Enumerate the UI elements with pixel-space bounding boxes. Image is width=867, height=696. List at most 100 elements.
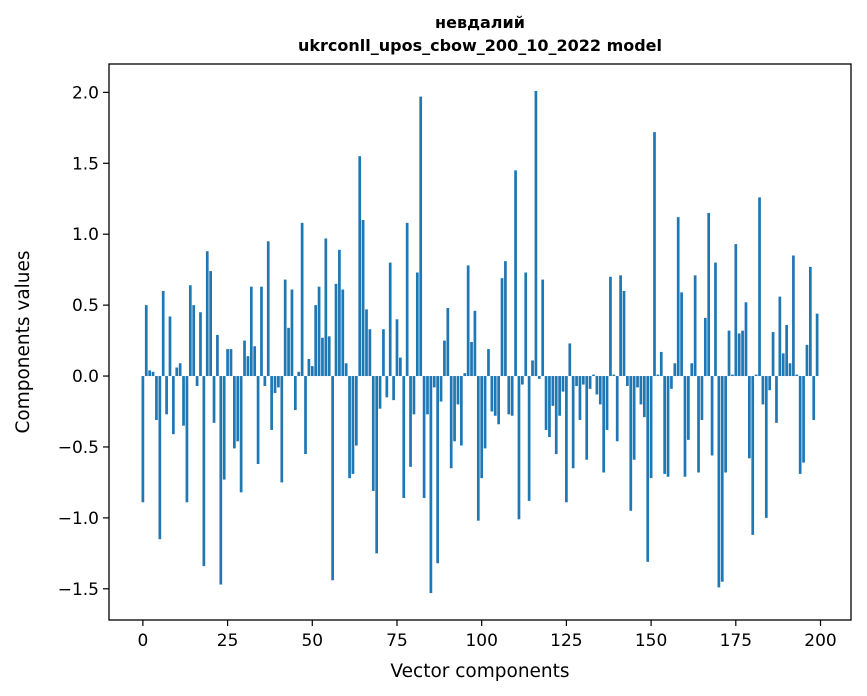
bar-168 [710,376,714,456]
bar-68 [371,376,375,491]
bar-122 [554,376,558,455]
bar-66 [365,309,368,377]
bar-147 [639,376,643,405]
bar-140 [615,376,619,442]
bar-15 [192,305,196,377]
bar-0 [141,376,145,503]
bar-162 [690,363,694,377]
bar-65 [361,220,365,377]
bar-144 [629,376,633,511]
bar-156 [670,376,673,389]
bar-166 [703,317,707,377]
bar-85 [429,376,433,594]
bar-81 [415,272,419,377]
bar-63 [354,376,358,446]
bar-77 [402,376,406,499]
x-tick-label-0: 0 [137,631,148,651]
bar-45 [293,376,297,411]
bar-22 [216,334,219,377]
bar-101 [483,376,487,449]
bar-78 [405,222,409,377]
bar-55 [327,336,331,377]
bar-74 [392,376,395,401]
bar-38 [270,376,273,430]
bar-87 [436,376,439,564]
bar-51 [314,305,318,377]
bar-72 [385,376,389,398]
bar-142 [622,290,626,377]
y-axis-ticks: −1.5 −1.0 −0.5 0.0 0.5 1.0 1.5 2.0 [58,83,109,600]
bar-141 [619,275,622,377]
bar-118 [541,279,545,377]
bar-34 [256,376,260,464]
bar-28 [236,376,240,442]
bar-113 [524,272,528,377]
bar-25 [226,349,229,377]
bar-19 [205,251,209,377]
bar-88 [439,376,443,402]
bar-196 [805,344,809,377]
bar-149 [646,376,650,562]
x-tick-label-25: 25 [217,631,239,651]
bar-91 [449,376,453,469]
bar-165 [700,376,704,421]
bar-79 [409,376,412,467]
bar-70 [378,376,382,409]
bar-83 [422,376,426,499]
bar-97 [470,342,473,377]
bar-43 [287,327,290,377]
y-axis-label: Components values [13,250,34,433]
bar-41 [280,376,284,483]
bar-112 [521,376,524,385]
y-tick-label-1.5: 1.5 [72,154,99,174]
bar-130 [581,376,585,385]
bar-104 [493,376,497,416]
bar-11 [178,363,182,377]
bar-80 [412,376,416,415]
bar-60 [344,363,348,377]
bar-154 [663,376,667,474]
bar-125 [565,376,568,503]
bar-190 [785,324,788,377]
bar-53 [321,337,324,377]
bar-163 [693,275,697,377]
bar-75 [395,319,399,377]
bar-110 [514,170,517,377]
bar-151 [653,132,656,377]
bar-59 [341,289,345,377]
bar-173 [727,330,731,377]
bar-4 [155,376,158,421]
bar-182 [758,197,761,377]
bar-18 [202,376,206,567]
bar-135 [598,376,602,405]
bar-124 [561,376,565,392]
bar-170 [717,376,721,588]
bar-62 [351,376,355,474]
bar-158 [676,217,680,377]
bar-26 [229,349,233,377]
bar-96 [466,265,470,377]
bar-161 [687,376,690,440]
bar-8 [168,316,172,377]
bar-193 [795,374,799,377]
bar-106 [500,278,504,377]
x-axis-label: Vector components [390,661,569,682]
bar-73 [388,262,392,377]
bar-61 [348,376,351,479]
bar-176 [737,333,741,377]
bar-177 [741,330,744,377]
bar-189 [781,353,785,377]
bar-131 [585,376,589,460]
bar-192 [792,255,795,377]
bar-5 [158,376,162,540]
bar-138 [609,276,612,377]
bar-150 [649,376,653,479]
bar-155 [666,376,670,477]
bar-146 [636,376,639,388]
bar-33 [253,346,257,377]
bar-54 [324,238,328,377]
bar-3 [151,371,155,377]
bar-21 [212,376,216,423]
bar-12 [182,376,185,426]
